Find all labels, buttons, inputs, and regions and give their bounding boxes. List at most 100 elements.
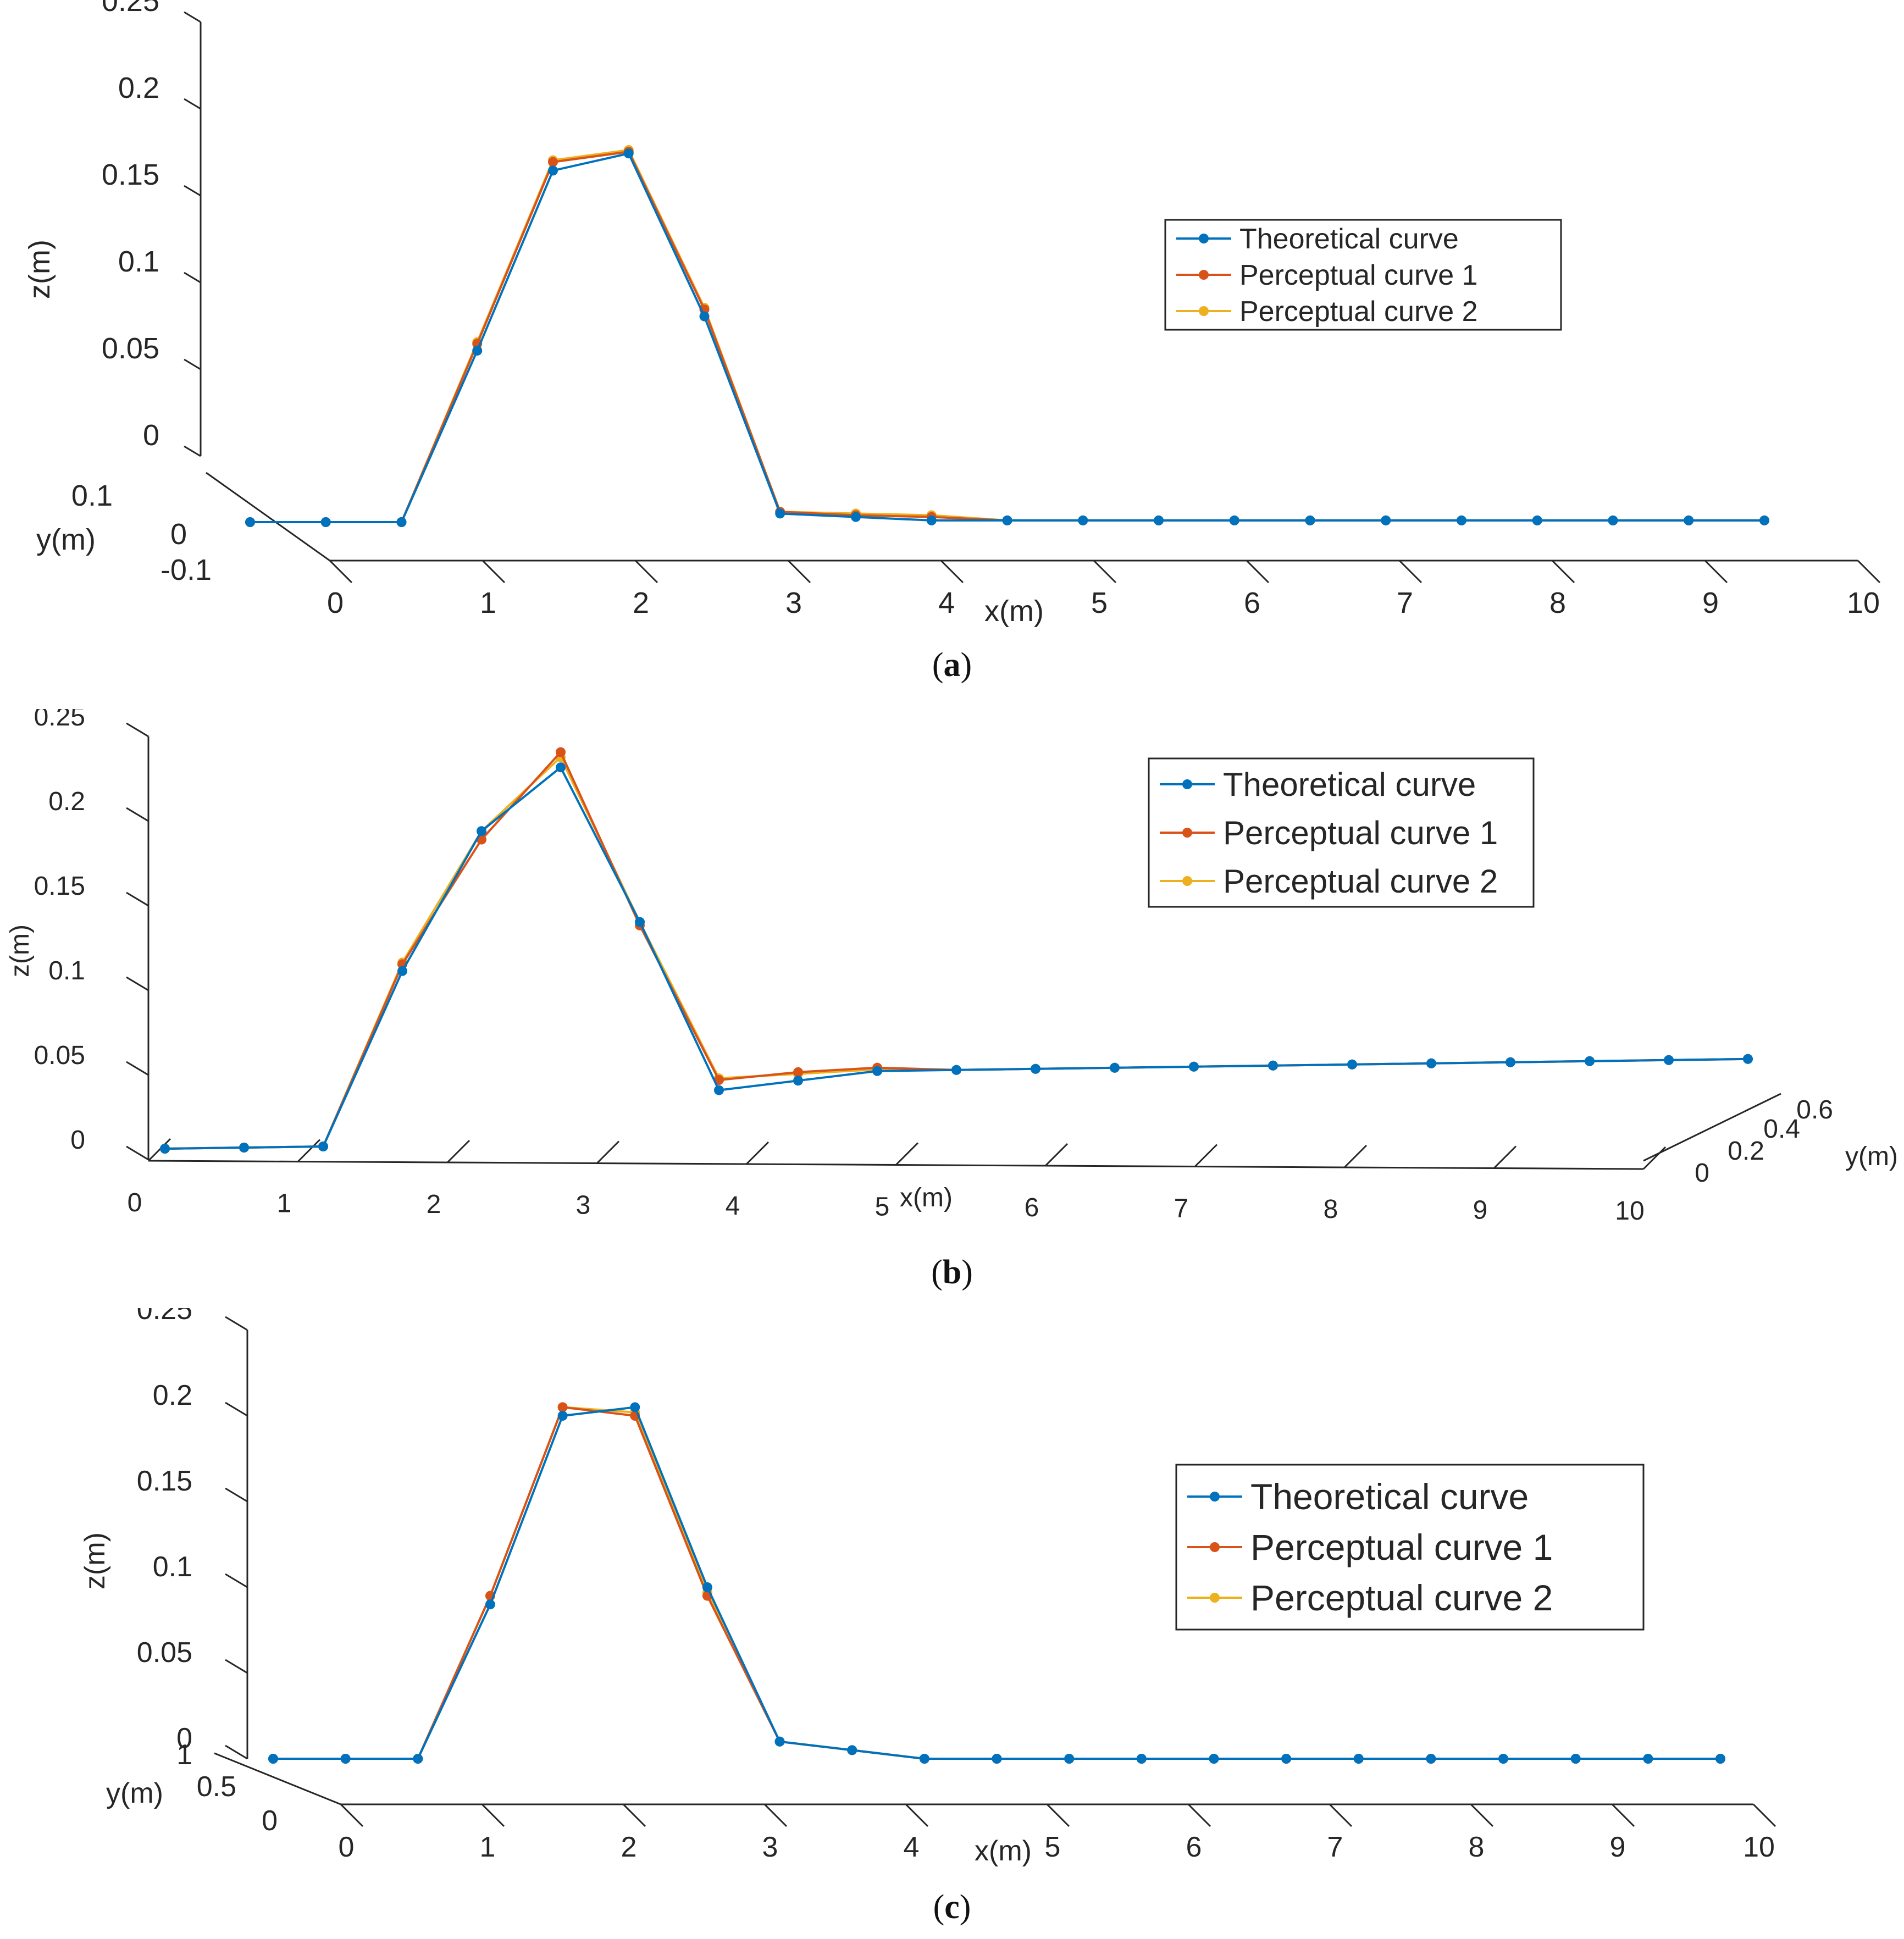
legend-marker-perceptual2 [1182,876,1192,886]
x-tick-label: 4 [938,586,955,619]
theoretical-point [1189,1061,1199,1072]
x-tick [1093,559,1117,584]
theoretical-point [1684,515,1694,525]
perceptual2-series-line [250,148,1764,523]
x-tick-label: 1 [277,1189,292,1218]
theoretical-point [1154,515,1164,525]
chart-c: 00.050.10.150.20.25z(m)0 1 2 3 4 5 6 7 8 9 10x(m)1… [79,1308,1776,1867]
x-tick [1704,559,1728,584]
x-tick-label: 8 [1469,1831,1485,1863]
legend-marker-theoretical [1210,1492,1220,1502]
y-axis-label: y(m) [36,523,96,556]
x-tick [763,1803,788,1827]
theoretical-point [557,1411,568,1421]
z-tick-label: 0.2 [153,1380,192,1411]
x-axis-label: x(m) [975,1835,1032,1867]
x-tick [1044,1143,1069,1167]
x-tick [329,559,353,584]
theoretical-point [1031,1063,1040,1074]
theoretical-point [485,1599,495,1610]
z-tick-label: 0 [70,1126,85,1155]
x-tick [147,1138,171,1162]
theoretical-point [160,1144,170,1154]
y-tick-label: 0 [262,1805,278,1837]
theoretical-point [1002,515,1012,525]
x-tick-label: 0 [327,586,344,619]
z-tick-label: 0.1 [153,1551,192,1583]
x-tick [340,1803,364,1827]
z-tick [225,1744,248,1760]
theoretical-point [1347,1059,1357,1070]
x-tick-label: 8 [1324,1195,1338,1224]
z-tick [126,807,149,822]
x-tick-label: 4 [726,1192,740,1221]
legend-box [1175,1464,1645,1631]
x-tick-label: 10 [1743,1831,1775,1863]
z-tick [184,358,201,370]
z-tick-label: 0.15 [102,158,159,191]
theoretical-point [702,1582,712,1592]
theoretical-point [1457,515,1466,525]
theoretical-point [1498,1754,1509,1764]
z-tick-label: 0 [143,419,159,452]
y-axis-line [206,472,330,562]
x-tick [1194,1144,1218,1167]
z-tick-label: 0.05 [102,332,159,365]
theoretical-point [472,346,483,356]
theoretical-point [1426,1754,1436,1764]
y-tick-label: -0.1 [160,553,212,586]
z-tick [126,722,149,738]
z-tick-label: 0.05 [34,1041,85,1070]
x-tick [905,1803,929,1827]
perceptual1-point [556,747,566,757]
theoretical-point [1570,1754,1581,1764]
x-tick [1642,1146,1667,1170]
theoretical-point [1643,1754,1653,1764]
x-tick [297,1139,321,1162]
z-tick-label: 0.25 [102,0,159,18]
legend-marker-perceptual2 [1199,306,1209,316]
theoretical-point [396,517,407,527]
x-tick [787,559,811,584]
z-tick [225,1487,248,1503]
legend-label-perceptual1: Perceptual curve 1 [1239,259,1478,291]
x-tick-label: 5 [1091,586,1108,619]
theoretical-point [556,762,566,773]
z-tick [184,98,201,110]
theoretical-point [714,1085,724,1095]
theoretical-point [268,1754,278,1764]
x-tick [1329,1803,1353,1827]
legend-label-perceptual2: Perceptual curve 2 [1223,863,1498,900]
x-tick [1493,1145,1517,1169]
caption-c: (c) [933,1888,971,1926]
y-tick-label: 0 [1695,1159,1709,1188]
z-tick [184,445,201,457]
theoretical-point [775,508,785,519]
chart-b: 0 0.05 0.1 0.15 0.2 0.25 z(m) 0 1 2 3 4 5 6 7 8 9 10 x(m) 0… [5,709,1898,1226]
x-tick [1857,559,1881,584]
theoretical-point [340,1754,351,1764]
z-tick-label: 0.15 [137,1465,192,1497]
theoretical-point [1110,1062,1120,1073]
theoretical-point [1229,515,1239,525]
caption-b: (b) [931,1254,973,1291]
y-axis-line [1643,1093,1781,1162]
panel-b: 0 0.05 0.1 0.15 0.2 0.25 z(m) 0 1 2 3 4 5 6 7 8 9 10 x(m) 0… [0,709,1904,1314]
legend-label-perceptual1: Perceptual curve 1 [1223,815,1498,851]
legend-marker-perceptual1 [1210,1542,1220,1552]
theoretical-point [1608,515,1618,525]
z-axis-label: z(m) [79,1532,111,1589]
z-tick-label: 0.2 [48,787,85,816]
theoretical-point [992,1754,1002,1764]
z-tick [225,1573,248,1588]
x-tick-label: 4 [904,1831,920,1863]
perceptual1-series-line [250,150,1764,523]
perceptual1-point [557,1402,568,1412]
legend-label-perceptual2: Perceptual curve 2 [1239,296,1478,328]
x-tick-label: 1 [480,586,496,619]
theoretical-point [774,1736,785,1747]
theoretical-point [245,517,255,527]
theoretical-point [1506,1057,1515,1067]
chart-a: 0 0.05 0.1 0.15 0.2 0.25 z(m) 0 1 2 3 4 5 6 7 8 9 10 x(m) 0… [23,0,1881,628]
theoretical-point [1136,1754,1147,1764]
